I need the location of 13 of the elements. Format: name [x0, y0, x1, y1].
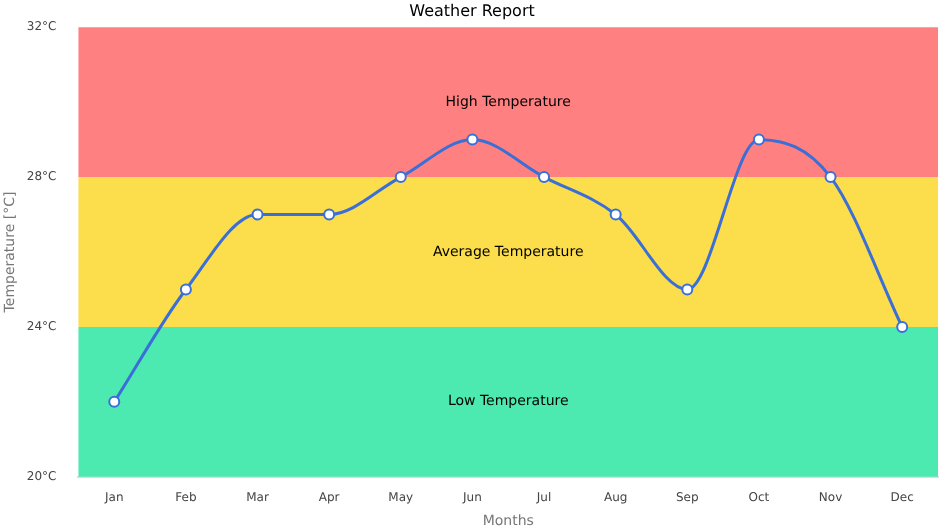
point: [394, 171, 407, 184]
point: [108, 395, 121, 408]
point: [824, 171, 837, 184]
point: [896, 320, 909, 333]
point: [323, 208, 336, 221]
point: [752, 133, 765, 146]
point: [609, 208, 622, 221]
point: [681, 283, 694, 296]
point: [251, 208, 264, 221]
point: [538, 171, 551, 184]
chart-title: Weather Report: [409, 1, 535, 20]
point: [179, 283, 192, 296]
point: [466, 133, 479, 146]
